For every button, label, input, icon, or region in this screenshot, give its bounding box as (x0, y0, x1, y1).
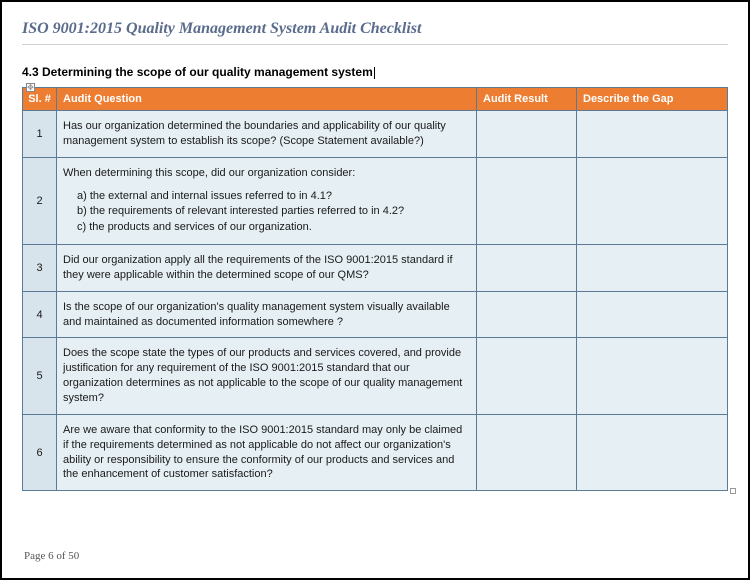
header-gap: Describe the Gap (577, 88, 728, 111)
cell-gap[interactable] (577, 245, 728, 292)
cell-gap[interactable] (577, 157, 728, 244)
cell-result[interactable] (477, 414, 577, 490)
table-row: 1 Has our organization determined the bo… (23, 111, 728, 158)
subitem: a) the external and internal issues refe… (77, 189, 470, 204)
cell-question[interactable]: Did our organization apply all the requi… (57, 245, 477, 292)
cell-question[interactable]: Has our organization determined the boun… (57, 111, 477, 158)
cell-result[interactable] (477, 291, 577, 338)
table-move-handle[interactable]: ✥ (26, 83, 35, 92)
cell-gap[interactable] (577, 111, 728, 158)
table-row: 5 Does the scope state the types of our … (23, 338, 728, 414)
cell-sl: 5 (23, 338, 57, 414)
section-heading: 4.3 Determining the scope of our quality… (22, 65, 728, 79)
table-row: 4 Is the scope of our organization's qua… (23, 291, 728, 338)
cell-question[interactable]: Are we aware that conformity to the ISO … (57, 414, 477, 490)
text-cursor (374, 67, 375, 79)
table-row: 2 When determining this scope, did our o… (23, 157, 728, 244)
section-heading-text: 4.3 Determining the scope of our quality… (22, 65, 373, 79)
audit-checklist-table: Sl. # Audit Question Audit Result Descri… (22, 87, 728, 491)
subitem: c) the products and services of our orga… (77, 220, 470, 235)
question-main: When determining this scope, did our org… (63, 167, 355, 179)
header-question: Audit Question (57, 88, 477, 111)
question-subitems: a) the external and internal issues refe… (63, 189, 470, 236)
cell-result[interactable] (477, 338, 577, 414)
cell-result[interactable] (477, 245, 577, 292)
table-resize-handle[interactable] (730, 488, 736, 494)
cell-gap[interactable] (577, 291, 728, 338)
subitem: b) the requirements of relevant interest… (77, 204, 470, 219)
page-footer: Page 6 of 50 (24, 550, 79, 562)
table-header-row: Sl. # Audit Question Audit Result Descri… (23, 88, 728, 111)
cell-sl: 4 (23, 291, 57, 338)
table-body: 1 Has our organization determined the bo… (23, 111, 728, 491)
cell-sl: 1 (23, 111, 57, 158)
document-title: ISO 9001:2015 Quality Management System … (22, 20, 728, 45)
cell-sl: 3 (23, 245, 57, 292)
cell-gap[interactable] (577, 414, 728, 490)
table-row: 3 Did our organization apply all the req… (23, 245, 728, 292)
cell-sl: 6 (23, 414, 57, 490)
header-result: Audit Result (477, 88, 577, 111)
cell-question[interactable]: Is the scope of our organization's quali… (57, 291, 477, 338)
table-row: 6 Are we aware that conformity to the IS… (23, 414, 728, 490)
cell-result[interactable] (477, 111, 577, 158)
page-content: ISO 9001:2015 Quality Management System … (2, 2, 748, 509)
cell-gap[interactable] (577, 338, 728, 414)
cell-question[interactable]: When determining this scope, did our org… (57, 157, 477, 244)
cell-question[interactable]: Does the scope state the types of our pr… (57, 338, 477, 414)
cell-result[interactable] (477, 157, 577, 244)
cell-sl: 2 (23, 157, 57, 244)
